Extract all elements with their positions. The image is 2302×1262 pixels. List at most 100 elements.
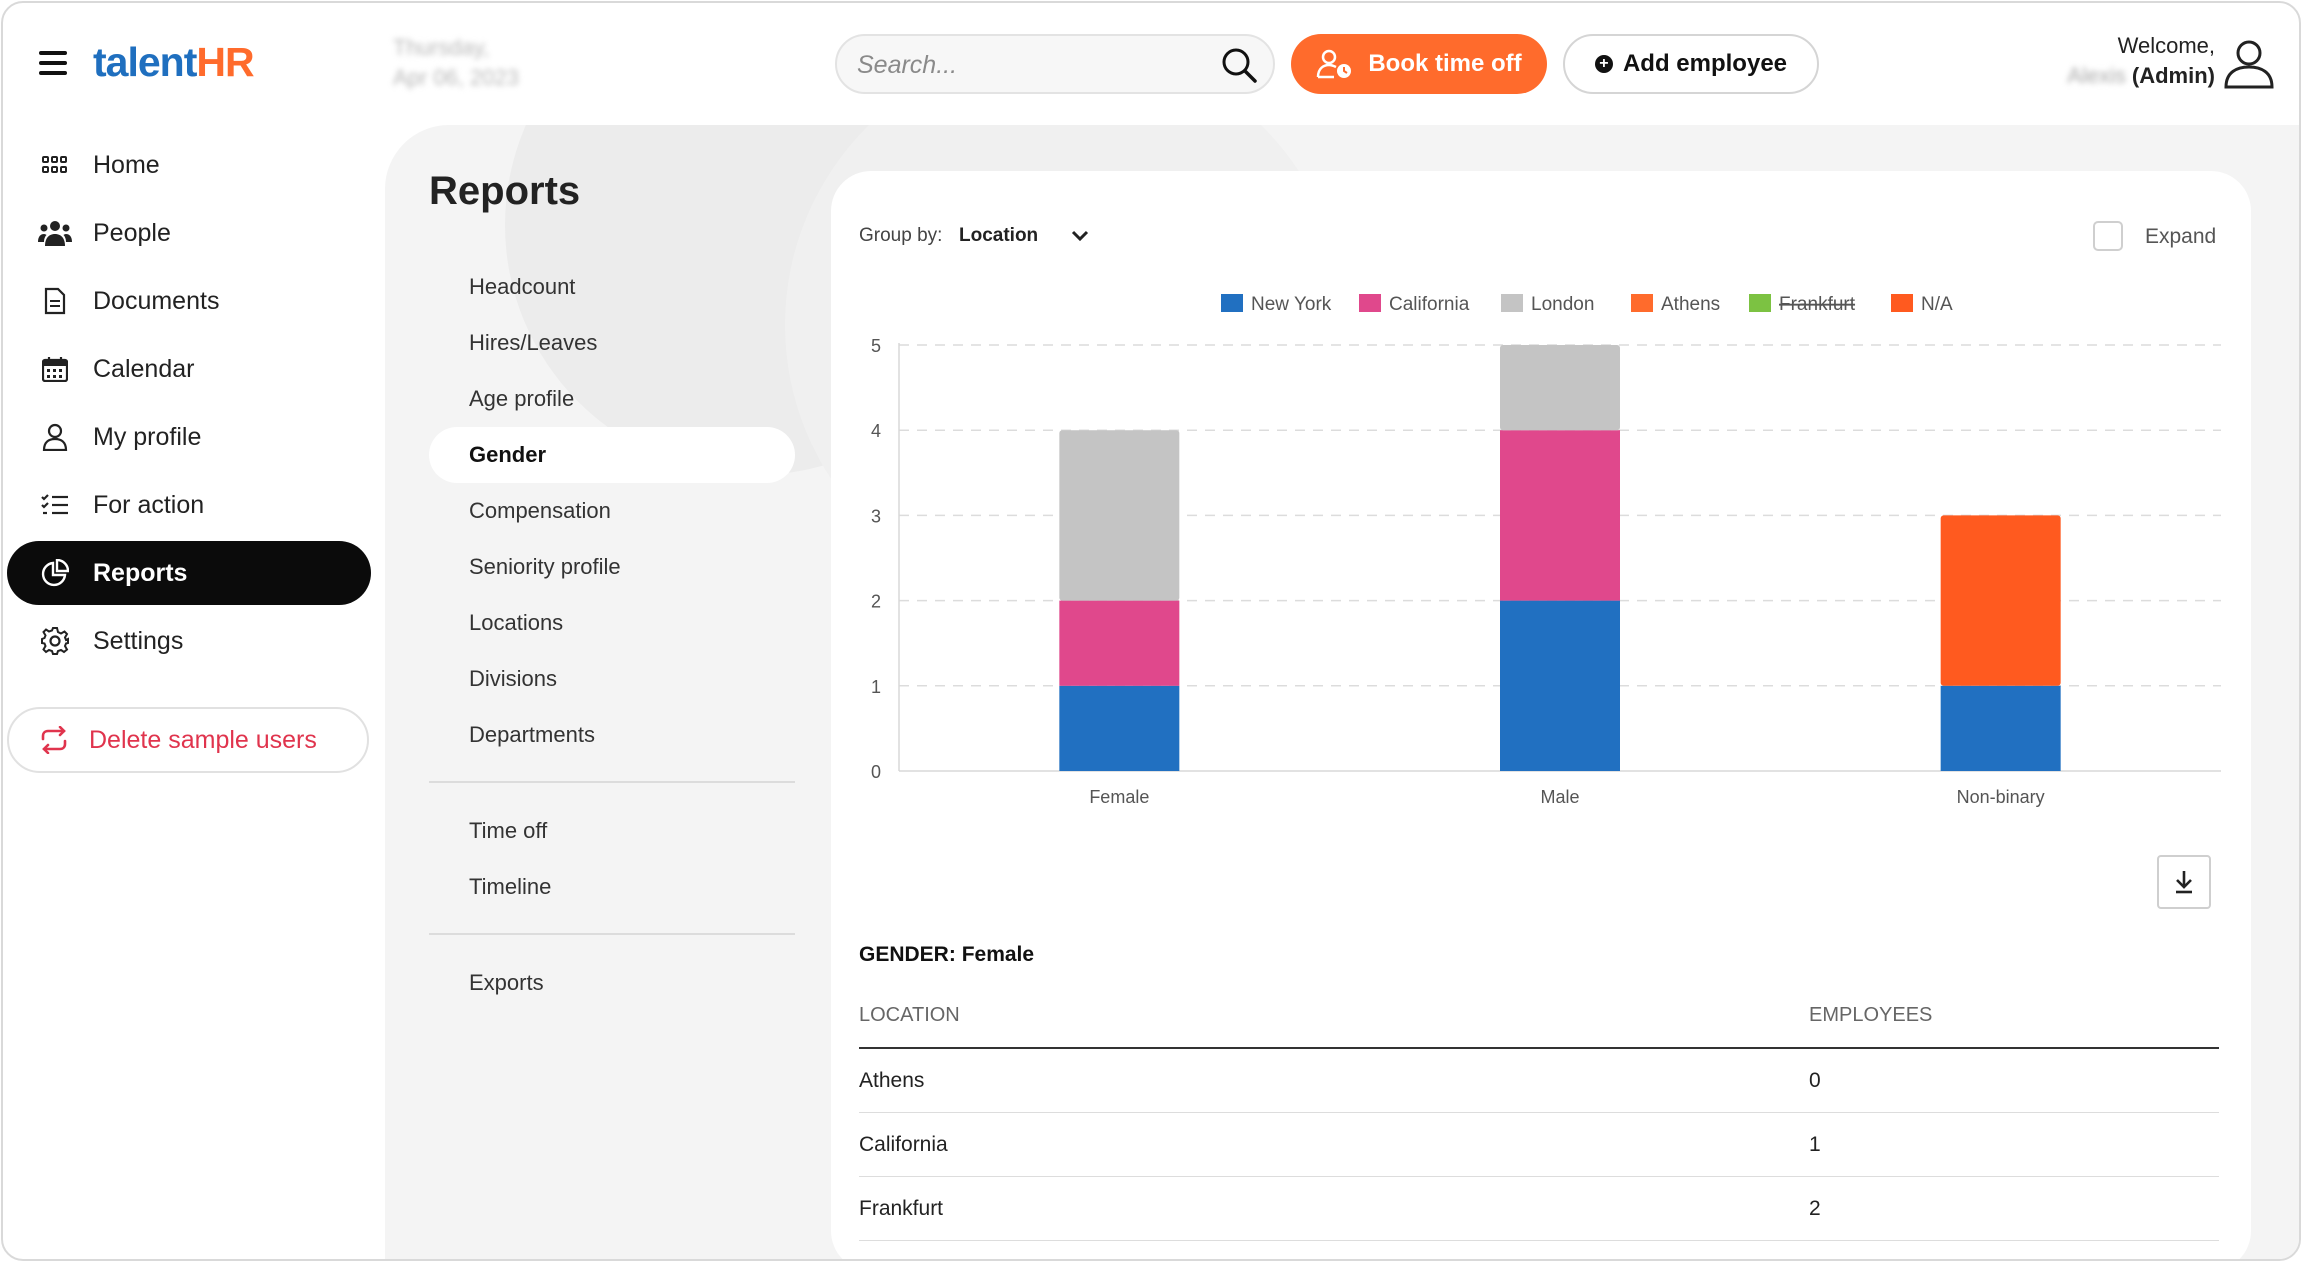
report-item-locations[interactable]: Locations xyxy=(469,610,564,635)
reports-submenu: Headcount Hires/Leaves Age profile Gende… xyxy=(429,259,795,1011)
download-button[interactable] xyxy=(2157,855,2211,909)
avatar-icon[interactable] xyxy=(2221,35,2277,91)
x-tick-label: Male xyxy=(1540,787,1579,807)
sidebar-item-label: For action xyxy=(93,490,205,519)
y-tick-label: 0 xyxy=(871,762,881,782)
document-icon xyxy=(37,285,73,317)
sidebar-item-label: Reports xyxy=(93,558,188,587)
delete-sample-users-label: Delete sample users xyxy=(89,725,317,754)
expand-checkbox[interactable] xyxy=(2093,221,2123,251)
bar-segment xyxy=(1500,345,1620,431)
legend-label: Athens xyxy=(1661,294,1720,315)
legend-label: California xyxy=(1389,294,1470,315)
table-row: Athens 0 xyxy=(859,1049,2219,1113)
report-item-time-off[interactable]: Time off xyxy=(469,818,548,843)
sidebar-item-label: People xyxy=(93,218,171,247)
user-name: Alexis xyxy=(2067,63,2126,88)
calendar-icon xyxy=(37,353,73,385)
logo-text-talent: talent xyxy=(93,39,197,85)
logo-text-hr: HR xyxy=(196,39,254,85)
add-employee-label: Add employee xyxy=(1622,50,1788,77)
table-row: Frankfurt 2 xyxy=(859,1177,2219,1241)
gender-chart: New York California London Athens Frankfurt N… xyxy=(871,294,2221,807)
checklist-icon xyxy=(37,489,73,521)
report-item-exports[interactable]: Exports xyxy=(469,970,544,995)
report-item-headcount[interactable]: Headcount xyxy=(469,274,576,299)
x-tick-label: Female xyxy=(1089,787,1149,807)
report-item-age-profile[interactable]: Age profile xyxy=(469,386,575,411)
search-icon[interactable] xyxy=(1219,45,1259,85)
bar-segment xyxy=(1500,430,1620,601)
divider xyxy=(429,933,795,935)
expand-label: Expand xyxy=(2145,225,2217,248)
report-item-departments[interactable]: Departments xyxy=(469,722,595,747)
welcome-block: Welcome, Alexis (Admin) xyxy=(2067,31,2215,91)
sidebar-item-documents[interactable]: Documents xyxy=(7,269,371,333)
y-tick-label: 4 xyxy=(871,421,881,441)
page-title: Reports xyxy=(429,169,581,213)
cell-employees: 0 xyxy=(1809,1068,1821,1092)
pie-chart-icon xyxy=(37,557,73,589)
y-tick-label: 3 xyxy=(871,506,881,526)
plus-circle-icon: + xyxy=(1594,55,1613,73)
y-tick-label: 1 xyxy=(871,677,881,697)
report-item-divisions[interactable]: Divisions xyxy=(469,666,558,691)
sidebar-item-reports[interactable]: Reports xyxy=(7,541,371,605)
gear-icon xyxy=(37,625,73,657)
legend-label: New York xyxy=(1251,294,1332,315)
user-icon xyxy=(37,421,73,453)
menu-icon[interactable] xyxy=(39,51,67,75)
sidebar-item-calendar[interactable]: Calendar xyxy=(7,337,371,401)
legend-swatch xyxy=(1631,294,1653,312)
sidebar-item-label: My profile xyxy=(93,422,202,451)
table-title-key: GENDER: xyxy=(859,943,956,966)
sidebar-item-for-action[interactable]: For action xyxy=(7,473,371,537)
bar-segment xyxy=(1059,430,1180,601)
search-input[interactable] xyxy=(857,48,1217,82)
logo[interactable]: talentHR xyxy=(93,39,255,86)
sidebar-item-people[interactable]: People xyxy=(7,201,371,265)
legend-label: London xyxy=(1531,294,1594,315)
cell-employees: 1 xyxy=(1809,1132,1821,1156)
cell-employees: 2 xyxy=(1809,1196,1821,1220)
user-role: (Admin) xyxy=(2131,63,2215,88)
legend-swatch xyxy=(1501,294,1523,312)
report-card: Group by: Location Expand New York Califo… xyxy=(831,171,2251,1259)
bar-segment xyxy=(1500,600,1620,771)
legend-label: N/A xyxy=(1921,294,1953,315)
sidebar-item-my-profile[interactable]: My profile xyxy=(7,405,371,469)
current-date: Thursday, Apr 06, 2023 xyxy=(393,33,519,93)
report-item-timeline[interactable]: Timeline xyxy=(469,874,552,899)
legend-label: Frankfurt xyxy=(1779,294,1856,315)
report-item-hires-leaves[interactable]: Hires/Leaves xyxy=(469,330,598,355)
y-tick-label: 5 xyxy=(871,336,881,356)
report-item-seniority-profile[interactable]: Seniority profile xyxy=(469,554,621,579)
sidebar-nav: Home People Documents Calendar My profil… xyxy=(7,133,371,677)
x-tick-label: Non-binary xyxy=(1957,787,2045,807)
report-item-compensation[interactable]: Compensation xyxy=(469,498,611,523)
sidebar-item-home[interactable]: Home xyxy=(7,133,371,197)
column-header-employees: EMPLOYEES xyxy=(1809,1003,1933,1026)
delete-sample-users-button[interactable]: Delete sample users xyxy=(7,707,369,773)
divider xyxy=(429,781,795,783)
download-icon xyxy=(2176,871,2192,894)
bar-segment xyxy=(1940,685,2061,771)
report-item-gender[interactable]: Gender xyxy=(429,427,795,483)
book-time-off-label: Book time off xyxy=(1368,50,1522,77)
y-tick-label: 2 xyxy=(871,592,881,612)
table-title-value: Female xyxy=(961,943,1035,966)
sidebar-item-label: Calendar xyxy=(93,354,195,383)
refresh-icon xyxy=(41,726,67,754)
sidebar-item-settings[interactable]: Settings xyxy=(7,609,371,673)
group-by-select[interactable]: Location xyxy=(959,225,1039,246)
legend-swatch xyxy=(1359,294,1381,312)
chevron-down-icon[interactable] xyxy=(1069,227,1091,245)
bar-segment xyxy=(1059,685,1180,771)
add-employee-button[interactable]: + Add employee xyxy=(1563,34,1819,94)
group-by-label: Group by: xyxy=(859,225,943,246)
book-time-off-button[interactable]: Book time off xyxy=(1291,34,1547,94)
legend-swatch xyxy=(1891,294,1913,312)
sidebar-item-label: Home xyxy=(93,150,160,179)
legend-swatch xyxy=(1221,294,1243,312)
table-header: LOCATION EMPLOYEES xyxy=(859,983,2219,1049)
